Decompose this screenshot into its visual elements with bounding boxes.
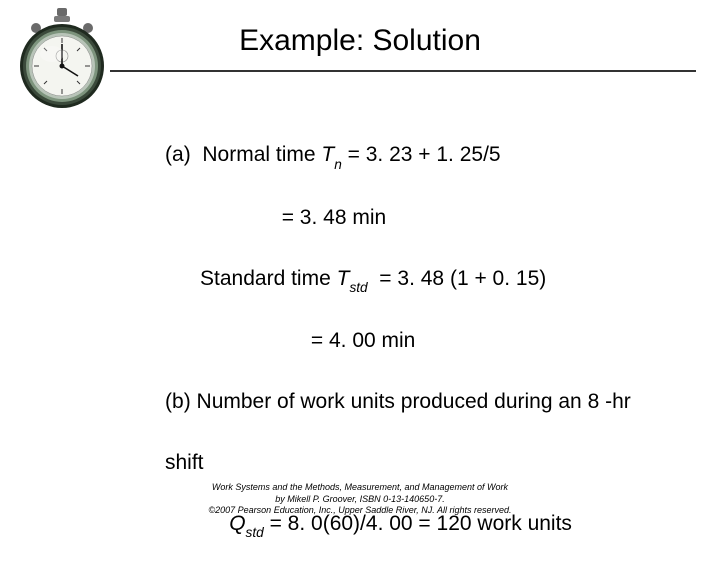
var-T: T [321,143,334,166]
sub-n: n [334,157,342,172]
text: shift [130,451,204,474]
footer-line-1: Work Systems and the Methods, Measuremen… [0,482,720,493]
title-rule [110,70,696,72]
text: = 3. 48 (1 + 0. 15) [368,267,547,290]
part-a-label: (a) [165,143,191,166]
slide-title: Example: Solution [0,24,720,58]
footer-line-2: by Mikell P. Groover, ISBN 0-13-140650-7… [0,494,720,505]
footer-line-3: ©2007 Pearson Education, Inc., Upper Sad… [0,505,720,516]
sub-std: std [349,280,367,295]
text: = 3. 23 + 1. 25/5 [342,143,501,166]
var-T: T [337,267,350,290]
text: Number of work units produced during an … [191,390,631,413]
sub-std: std [246,525,264,540]
text: = 3. 48 min [130,206,386,229]
slide: Example: Solution (a) Normal time Tn = 3… [0,0,720,540]
text: Normal time [191,143,322,166]
text: Standard time [165,267,337,290]
footer-citation: Work Systems and the Methods, Measuremen… [0,482,720,516]
part-b-label: (b) [165,390,191,413]
stopwatch-icon [18,6,106,116]
text: = 4. 00 min [130,329,415,352]
